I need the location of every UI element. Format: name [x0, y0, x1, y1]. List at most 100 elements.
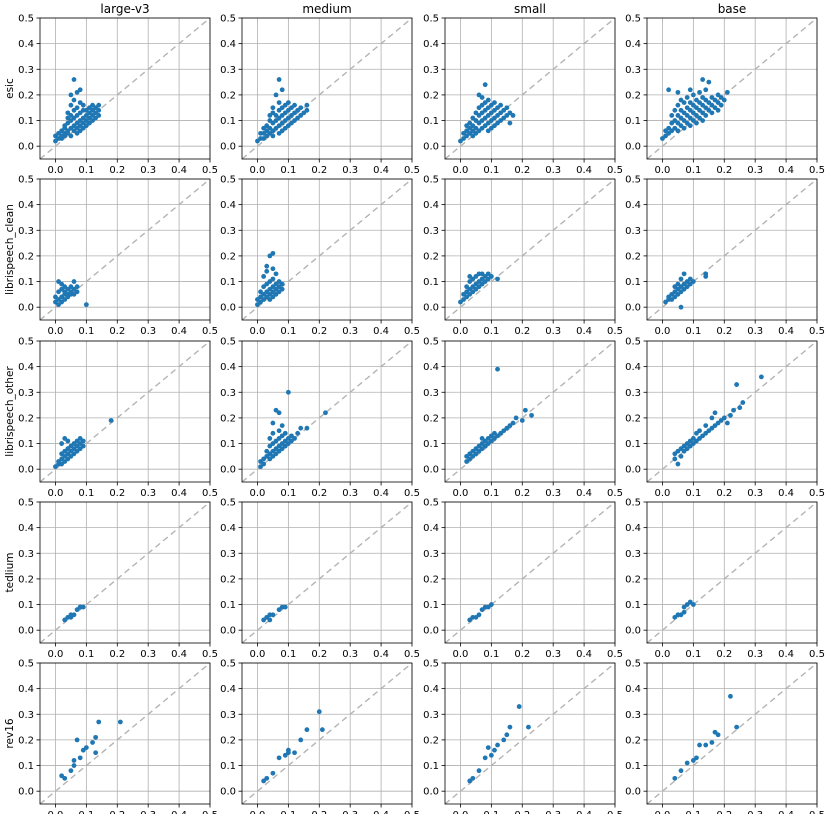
- data-point: [715, 107, 721, 113]
- y-tick-label: 0.2: [18, 735, 34, 746]
- data-point: [276, 100, 282, 105]
- y-tick-label: 0.4: [18, 39, 34, 50]
- y-tick-label: 0.5: [18, 14, 34, 25]
- axes-frame: [646, 501, 818, 644]
- data-point: [59, 441, 65, 446]
- x-tick-label: 0.0: [250, 165, 266, 176]
- y-tick-label: 0.2: [423, 251, 439, 262]
- data-point: [80, 438, 86, 444]
- x-tick-label: 0.4: [576, 649, 592, 660]
- data-point: [261, 461, 267, 467]
- y-tick-label: 0.4: [220, 362, 236, 373]
- y-tick-label: 0.0: [423, 303, 439, 314]
- x-tick-label: 0.4: [171, 649, 187, 660]
- data-point: [292, 102, 297, 108]
- y-tick-label: 0.4: [423, 684, 439, 695]
- data-point: [276, 410, 282, 416]
- x-tick-label: 0.1: [685, 326, 701, 337]
- axes-frame: [646, 178, 818, 321]
- data-point: [71, 758, 77, 763]
- data-point: [703, 271, 709, 277]
- column-title: large-v3: [100, 2, 149, 16]
- data-point: [74, 737, 80, 743]
- column-title: small: [514, 2, 546, 16]
- y-tick-label: 0.2: [220, 735, 236, 746]
- y-tick-label: 0.5: [423, 498, 439, 509]
- x-tick-label: 0.3: [140, 488, 156, 499]
- y-tick-label: 0.3: [423, 388, 439, 399]
- data-point: [68, 102, 74, 108]
- data-point: [476, 768, 482, 774]
- data-point: [304, 727, 310, 733]
- axes-frame: [39, 17, 211, 160]
- y-tick-label: 0.4: [220, 39, 236, 50]
- data-point: [71, 612, 77, 618]
- data-point: [482, 82, 488, 88]
- x-tick-label: 0.1: [78, 326, 94, 337]
- data-point: [715, 732, 721, 738]
- data-point: [276, 77, 282, 82]
- data-point: [270, 430, 276, 436]
- x-tick-label: 0.2: [716, 649, 732, 660]
- data-point: [728, 693, 733, 699]
- y-tick-label: 0.4: [625, 39, 641, 50]
- row-label: rev16: [4, 718, 16, 748]
- diagonal-reference-line: [646, 17, 818, 160]
- x-tick-label: 0.5: [607, 326, 623, 337]
- data-point: [68, 768, 74, 774]
- y-tick-label: 0.5: [423, 175, 439, 186]
- y-tick-label: 0.3: [625, 65, 641, 76]
- data-point: [270, 276, 276, 282]
- x-tick-label: 0.5: [202, 165, 218, 176]
- data-point: [279, 281, 285, 287]
- data-point: [709, 110, 715, 116]
- diagonal-reference-line: [241, 501, 413, 644]
- y-tick-label: 0.5: [220, 175, 236, 186]
- data-point: [678, 453, 684, 459]
- y-tick-label: 0.4: [18, 684, 34, 695]
- data-point: [501, 737, 507, 743]
- x-tick-label: 0.3: [545, 488, 561, 499]
- data-point: [758, 374, 764, 380]
- x-tick-label: 0.0: [655, 488, 671, 499]
- y-tick-label: 0.3: [423, 65, 439, 76]
- y-tick-label: 0.1: [220, 761, 236, 772]
- x-tick-label: 0.0: [453, 326, 469, 337]
- x-tick-label: 0.3: [140, 165, 156, 176]
- x-tick-label: 0.2: [514, 326, 530, 337]
- x-tick-label: 0.1: [280, 488, 296, 499]
- data-point: [77, 755, 83, 761]
- x-tick-label: 0.4: [171, 165, 187, 176]
- data-point: [68, 92, 74, 98]
- data-point: [304, 107, 310, 113]
- y-tick-label: 0.0: [220, 787, 236, 798]
- data-point: [697, 742, 702, 748]
- data-point: [495, 366, 500, 372]
- data-point: [282, 430, 288, 436]
- data-point: [93, 750, 99, 756]
- x-tick-label: 0.4: [373, 649, 389, 660]
- y-tick-label: 0.0: [18, 787, 34, 798]
- panel-librispeech_clean-base: 0.0 0.0 0.1 0.1 0.2 0.2 0.3 0.3 0.4 0.4 0.5 0.5: [625, 175, 825, 338]
- data-point: [74, 284, 80, 290]
- x-tick-label: 0.3: [140, 649, 156, 660]
- data-point: [697, 428, 702, 434]
- diagonal-reference-line: [444, 501, 616, 644]
- panel-tedlium-large-v3: 0.0 0.0 0.1 0.1 0.2 0.2 0.3 0.3 0.4 0.4 0.5 0.5 tedl…: [4, 498, 218, 661]
- x-tick-label: 0.5: [404, 810, 420, 814]
- y-tick-label: 0.4: [18, 523, 34, 534]
- data-point: [261, 274, 267, 279]
- data-point: [495, 276, 500, 282]
- data-point: [96, 107, 102, 113]
- data-point: [678, 768, 684, 774]
- x-tick-label: 0.3: [342, 649, 358, 660]
- y-tick-label: 0.5: [220, 498, 236, 509]
- panel-librispeech_other-large-v3: 0.0 0.0 0.1 0.1 0.2 0.2 0.3 0.3 0.4 0.4 0.5 0.5 libr…: [4, 337, 218, 500]
- diagonal-reference-line: [646, 662, 818, 805]
- x-tick-label: 0.5: [202, 326, 218, 337]
- data-point: [71, 77, 77, 82]
- y-tick-label: 0.3: [18, 388, 34, 399]
- panel-librispeech_clean-small: 0.0 0.0 0.1 0.1 0.2 0.2 0.3 0.3 0.4 0.4 0.5 0.5: [423, 175, 623, 338]
- data-point: [108, 418, 114, 423]
